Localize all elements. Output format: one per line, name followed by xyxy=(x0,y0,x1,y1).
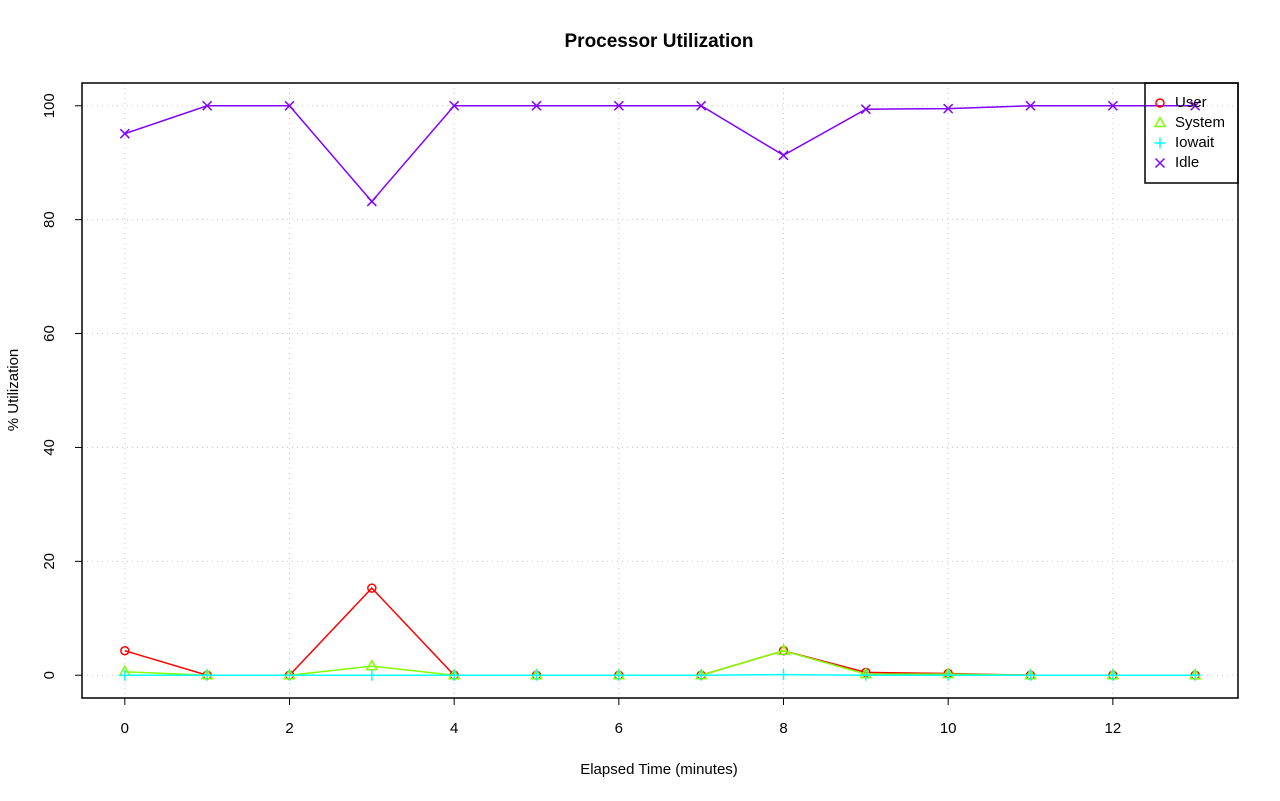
series-line xyxy=(124,673,1196,676)
y-tick-label: 0 xyxy=(41,671,58,679)
x-tick-label: 8 xyxy=(779,720,787,737)
point xyxy=(449,100,460,111)
point xyxy=(120,645,130,656)
series-line xyxy=(124,587,1196,676)
y-tick-label: 80 xyxy=(41,211,58,228)
point xyxy=(1025,669,1037,681)
x-tick-label: 4 xyxy=(450,720,458,737)
legend-box xyxy=(1144,82,1239,184)
y-tick-label: 40 xyxy=(41,439,58,456)
x-tick-label: 0 xyxy=(121,720,129,737)
point xyxy=(1107,100,1118,111)
series-line xyxy=(124,105,1196,203)
y-tick-label: 60 xyxy=(41,325,58,342)
x-tick-label: 10 xyxy=(940,720,957,737)
legend-marker xyxy=(1153,115,1167,128)
point xyxy=(777,643,790,655)
point xyxy=(202,100,213,111)
point xyxy=(531,100,542,111)
point xyxy=(1107,669,1119,681)
point xyxy=(530,669,542,681)
point xyxy=(695,669,707,681)
y-tick-label: 20 xyxy=(41,553,58,570)
x-tick-label: 6 xyxy=(615,720,623,737)
point xyxy=(366,669,378,681)
point xyxy=(613,100,624,111)
point xyxy=(1189,669,1201,681)
point xyxy=(366,196,377,207)
legend-marker xyxy=(1155,98,1165,108)
point xyxy=(696,100,707,111)
point xyxy=(860,669,872,681)
point xyxy=(860,104,871,115)
legend-marker xyxy=(1154,157,1166,169)
point xyxy=(943,103,954,114)
point xyxy=(778,150,789,161)
legend-label: User xyxy=(1175,94,1207,111)
x-tick-label: 2 xyxy=(285,720,293,737)
point xyxy=(283,669,295,681)
point xyxy=(942,669,954,681)
x-tick-label: 12 xyxy=(1105,720,1122,737)
chart-title: Processor Utilization xyxy=(565,31,754,52)
point xyxy=(1025,100,1036,111)
series-line xyxy=(124,649,1196,676)
legend: User System Iowait Idle xyxy=(1144,82,1239,184)
point xyxy=(119,669,131,681)
y-axis-label: % Utilization xyxy=(5,349,22,432)
point xyxy=(201,669,213,681)
point xyxy=(448,669,460,681)
legend-label: Iowait xyxy=(1175,134,1215,151)
point xyxy=(613,669,625,681)
point xyxy=(367,583,377,593)
legend-label: System xyxy=(1175,114,1225,131)
point xyxy=(1190,100,1201,111)
point xyxy=(119,128,130,139)
y-tick-label: 100 xyxy=(41,93,58,118)
point xyxy=(284,100,295,111)
plot-frame xyxy=(81,82,1239,699)
point xyxy=(778,669,790,681)
legend-label: Idle xyxy=(1175,154,1199,171)
x-axis-label: Elapsed Time (minutes) xyxy=(580,761,738,778)
legend-marker xyxy=(1154,137,1166,149)
point xyxy=(365,659,379,671)
